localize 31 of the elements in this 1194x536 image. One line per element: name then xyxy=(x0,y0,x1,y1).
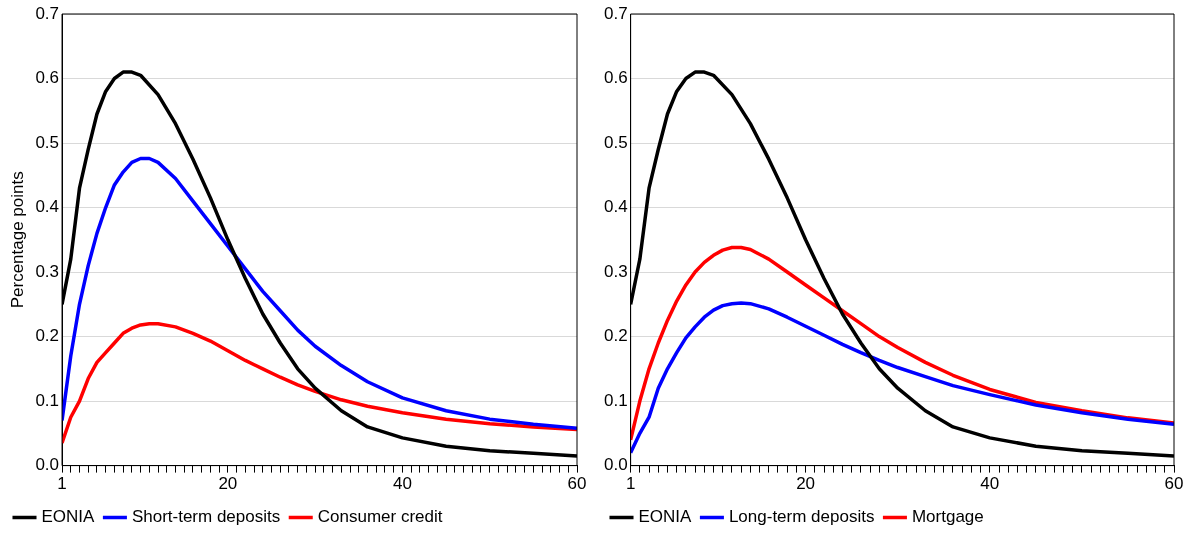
legend-label: EONIA xyxy=(41,507,96,527)
legend-label: Short-term deposits xyxy=(131,507,281,527)
legend-label: EONIA xyxy=(638,507,693,527)
y-tick-label: 0.2 xyxy=(35,326,60,346)
y-tick-label: 0.5 xyxy=(35,132,60,152)
legend-label: Consumer credit xyxy=(317,507,443,527)
x-tick-label: 60 xyxy=(567,474,587,494)
y-tick-label: 0.1 xyxy=(35,390,60,410)
y-axis-title: Percentage points xyxy=(7,171,27,309)
y-tick-label: 0.6 xyxy=(35,68,60,88)
y-tick-label: 0.3 xyxy=(35,261,60,281)
y-tick-label: 0.0 xyxy=(603,455,628,475)
x-tick-label: 1 xyxy=(625,474,636,494)
x-tick-label: 1 xyxy=(57,474,67,494)
legend-label: Mortgage xyxy=(911,507,984,527)
y-tick-label: 0.7 xyxy=(35,3,60,23)
x-tick-label: 20 xyxy=(218,474,238,494)
legend-label: Long-term deposits xyxy=(728,507,875,527)
y-tick-label: 0.5 xyxy=(603,132,628,152)
y-tick-label: 0.0 xyxy=(35,455,60,475)
y-tick-label: 0.3 xyxy=(603,261,628,281)
x-tick-label: 60 xyxy=(1164,474,1184,494)
y-tick-label: 0.1 xyxy=(603,390,628,410)
y-tick-label: 0.7 xyxy=(603,3,628,23)
y-tick-label: 0.2 xyxy=(603,326,628,346)
x-tick-label: 20 xyxy=(796,474,816,494)
y-tick-label: 0.4 xyxy=(603,197,628,217)
x-tick-label: 40 xyxy=(980,474,1000,494)
x-tick-label: 40 xyxy=(392,474,412,494)
y-tick-label: 0.4 xyxy=(35,197,60,217)
y-tick-label: 0.6 xyxy=(603,68,628,88)
